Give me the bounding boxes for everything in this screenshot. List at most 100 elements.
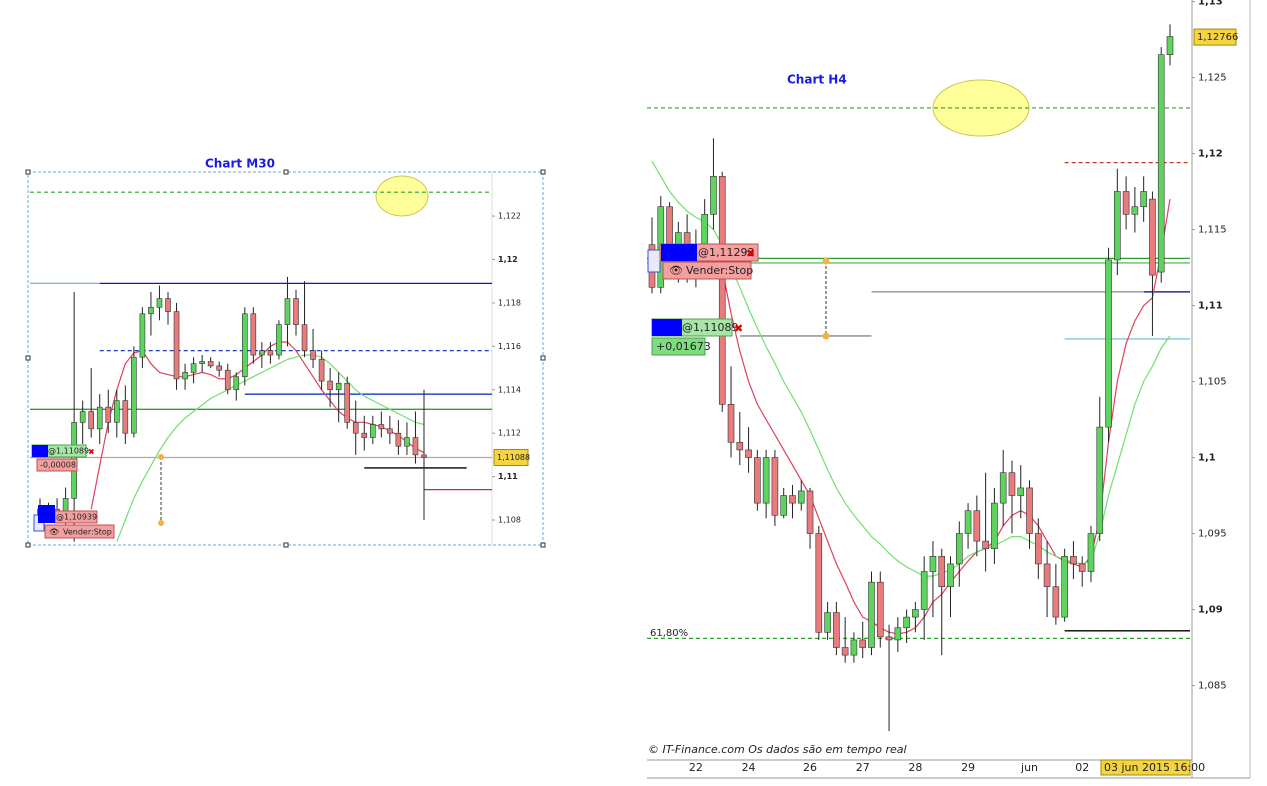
candle-body [710,176,717,215]
candle-body [991,502,998,550]
order-color [661,244,697,261]
candle-body [947,563,954,588]
candle-body [912,609,919,618]
candle-body [182,372,188,380]
frame-handle[interactable] [540,355,546,361]
candle-body [841,647,849,656]
x-tick-label: jun [1020,761,1038,774]
y-tick-label: 1,105 [1198,377,1227,388]
moving-average [116,354,425,542]
candle-body [293,298,299,325]
drag-icon[interactable] [647,249,661,273]
candle-body [165,298,171,312]
y-tick-label: 1,118 [498,298,521,307]
candle-body [1052,586,1060,618]
candle-body [88,411,94,430]
y-tick-label: 1,115 [1198,225,1227,236]
candle-body [250,313,257,356]
candle-body [361,432,368,438]
candle-body [1096,426,1104,534]
candle-body [1166,36,1174,56]
candle-body [335,382,342,391]
candle-body [378,424,385,430]
candle-body [1140,191,1147,208]
close-icon[interactable]: ✖ [746,247,755,260]
handle[interactable] [158,454,164,460]
candle-body [920,571,928,610]
candle-body [173,311,180,380]
y-tick-label: 1,11 [1198,301,1223,312]
frame-handle[interactable] [25,355,31,361]
chart-title: Chart M30 [205,157,275,171]
candle-body [973,510,981,542]
candle-body [789,495,796,504]
pnl-box [36,458,78,472]
candle-body [387,428,393,434]
candle-body [105,406,112,423]
frame-handle[interactable] [25,542,31,548]
frame-handle[interactable] [540,542,546,548]
candle-body [736,442,744,451]
price-tag [493,449,529,467]
candle-body [718,176,726,405]
candle-body [876,581,884,638]
candle-body [780,495,787,516]
candle-body [1131,206,1139,215]
moving-average [651,160,1171,577]
candle-body [1061,556,1068,618]
candle-body [727,404,735,443]
candle-body [797,490,805,504]
x-tick-label: 27 [856,761,870,774]
candle-body [369,424,376,438]
frame-handle[interactable] [540,169,546,175]
close-icon[interactable]: ✖ [734,322,743,335]
order-type-box[interactable] [44,524,115,539]
candle-body [148,306,154,315]
x-tick-label: 22 [689,761,703,774]
position-price: @1,11089 [682,321,739,334]
close-icon[interactable]: ✖ [88,448,95,457]
y-tick-label: 1,108 [498,516,521,525]
frame-handle[interactable] [25,169,31,175]
handle[interactable] [158,520,164,526]
candle-body [284,298,291,325]
candle-body [352,422,359,434]
y-tick-label: 1,13 [1198,0,1223,8]
candle-body [1043,563,1051,588]
x-tick-label: 29 [961,761,975,774]
time-label: 03 jun 2015 16:00 [1104,761,1205,774]
candle-body [412,437,419,456]
moving-average [90,341,425,510]
frame-handle[interactable] [283,542,289,548]
candle-body [955,533,963,565]
candle-body [885,636,893,641]
candle-body [850,639,858,656]
overlay: @1,11293 ✖ 👁 Vender:Stop @1,11089 ✖ +0,0… [31,243,1205,776]
y-tick-label: 1,1 [1198,453,1216,464]
candle-body [1078,563,1086,572]
candle-body [894,627,902,641]
candle-body [79,411,86,423]
candle-body [139,313,146,358]
candle-body [318,359,325,382]
x-tick-label: 28 [908,761,922,774]
candle-body [1122,191,1130,215]
frame-handle[interactable] [283,169,289,175]
handle[interactable] [822,257,830,265]
candle-body [754,457,761,504]
price-tag-label: 1,12766 [1197,32,1238,43]
y-tick-label: 1,114 [498,385,521,394]
candle-body [833,612,840,648]
candle-body [1087,533,1095,572]
handle[interactable] [822,332,830,340]
candle-body [242,313,248,378]
x-tick-label: 02 [1075,761,1089,774]
order-type-box[interactable] [662,261,752,280]
order-type: Vender:Stop [63,528,112,537]
candle-body [1149,198,1156,276]
position-color [32,445,48,457]
candle-body [301,324,308,351]
candle-body [114,400,120,423]
eye-icon: 👁 [669,264,683,277]
